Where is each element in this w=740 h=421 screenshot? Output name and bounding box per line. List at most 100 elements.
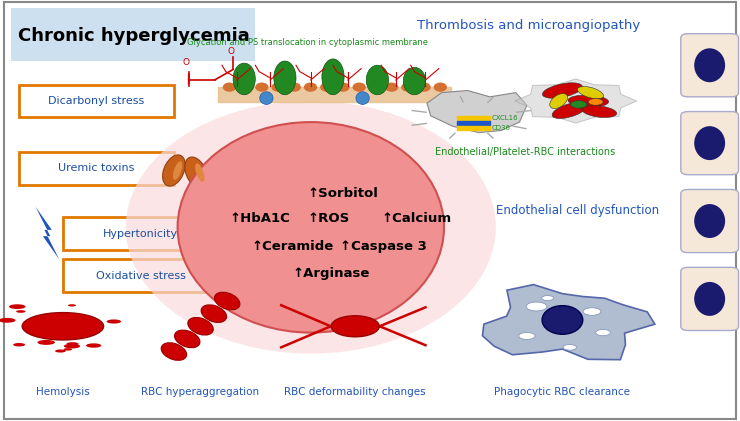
Ellipse shape <box>68 304 76 306</box>
Ellipse shape <box>178 122 444 333</box>
Ellipse shape <box>0 318 16 323</box>
Text: RBC hyperaggregation: RBC hyperaggregation <box>141 386 259 397</box>
Text: RBC deformability changes: RBC deformability changes <box>284 386 426 397</box>
Text: Dicarbonyl stress: Dicarbonyl stress <box>48 96 144 106</box>
Ellipse shape <box>13 343 25 346</box>
Text: O: O <box>227 47 234 56</box>
Ellipse shape <box>185 157 207 188</box>
FancyBboxPatch shape <box>63 259 218 292</box>
Text: Uremic toxins: Uremic toxins <box>58 163 135 173</box>
Ellipse shape <box>571 101 587 108</box>
FancyBboxPatch shape <box>681 267 739 330</box>
Ellipse shape <box>550 93 568 109</box>
Ellipse shape <box>694 126 725 160</box>
Ellipse shape <box>694 48 725 82</box>
Ellipse shape <box>542 306 583 334</box>
Ellipse shape <box>434 83 447 92</box>
FancyBboxPatch shape <box>11 8 255 61</box>
Ellipse shape <box>9 304 26 309</box>
Text: CXCL16: CXCL16 <box>492 115 519 121</box>
Ellipse shape <box>332 316 380 337</box>
Ellipse shape <box>272 83 285 92</box>
Ellipse shape <box>526 302 547 311</box>
Ellipse shape <box>583 308 601 315</box>
Ellipse shape <box>694 282 725 316</box>
Ellipse shape <box>173 161 182 180</box>
Ellipse shape <box>519 333 535 339</box>
Polygon shape <box>515 79 636 123</box>
Ellipse shape <box>64 348 72 351</box>
Text: Phagocytic RBC clearance: Phagocytic RBC clearance <box>494 386 630 397</box>
Ellipse shape <box>542 296 554 301</box>
FancyBboxPatch shape <box>4 2 736 419</box>
Ellipse shape <box>417 83 431 92</box>
Ellipse shape <box>366 65 389 95</box>
Ellipse shape <box>22 312 104 340</box>
Ellipse shape <box>401 83 414 92</box>
Text: Hemolysis: Hemolysis <box>36 386 90 397</box>
Ellipse shape <box>694 204 725 238</box>
FancyBboxPatch shape <box>681 34 739 97</box>
Ellipse shape <box>552 102 588 119</box>
Ellipse shape <box>274 61 296 95</box>
Ellipse shape <box>175 330 200 348</box>
Ellipse shape <box>126 101 496 354</box>
Polygon shape <box>482 285 655 360</box>
FancyBboxPatch shape <box>681 189 739 253</box>
Ellipse shape <box>64 344 80 349</box>
Ellipse shape <box>582 106 616 117</box>
Ellipse shape <box>356 92 369 104</box>
Ellipse shape <box>161 343 186 360</box>
Ellipse shape <box>260 92 273 104</box>
Ellipse shape <box>38 340 55 345</box>
Ellipse shape <box>336 83 349 92</box>
Ellipse shape <box>195 163 204 182</box>
Polygon shape <box>427 91 527 133</box>
Ellipse shape <box>233 63 255 95</box>
Text: ↑Ceramide: ↑Ceramide <box>252 240 334 253</box>
Ellipse shape <box>288 83 301 92</box>
Ellipse shape <box>304 83 317 92</box>
Text: O: O <box>183 59 189 67</box>
Text: ↑Sorbitol: ↑Sorbitol <box>307 187 378 200</box>
Ellipse shape <box>16 310 25 313</box>
Text: ↑Caspase 3: ↑Caspase 3 <box>340 240 427 253</box>
Ellipse shape <box>596 329 610 336</box>
Text: ↑HbA1C: ↑HbA1C <box>229 213 290 225</box>
Ellipse shape <box>369 83 382 92</box>
Ellipse shape <box>239 83 252 92</box>
Ellipse shape <box>577 86 604 99</box>
Ellipse shape <box>322 59 344 95</box>
Ellipse shape <box>215 292 240 310</box>
Ellipse shape <box>320 83 334 92</box>
Ellipse shape <box>542 83 582 98</box>
Ellipse shape <box>403 67 425 95</box>
Text: Endothelial cell dysfunction: Endothelial cell dysfunction <box>496 204 659 217</box>
Text: CH₃: CH₃ <box>235 68 249 77</box>
Ellipse shape <box>55 349 66 352</box>
Ellipse shape <box>188 317 213 335</box>
FancyBboxPatch shape <box>681 112 739 175</box>
Text: Thrombosis and microangiopathy: Thrombosis and microangiopathy <box>417 19 641 32</box>
Ellipse shape <box>385 83 398 92</box>
Ellipse shape <box>568 95 608 107</box>
FancyBboxPatch shape <box>18 152 174 185</box>
Polygon shape <box>36 207 59 259</box>
Ellipse shape <box>67 342 78 346</box>
Ellipse shape <box>563 344 576 350</box>
Ellipse shape <box>201 305 226 322</box>
Ellipse shape <box>255 83 269 92</box>
Ellipse shape <box>588 99 603 105</box>
FancyBboxPatch shape <box>18 85 174 117</box>
Ellipse shape <box>352 83 366 92</box>
FancyBboxPatch shape <box>63 217 218 250</box>
Text: ↑Calcium: ↑Calcium <box>381 213 451 225</box>
Ellipse shape <box>223 83 236 92</box>
Text: Chronic hyperglycemia: Chronic hyperglycemia <box>18 27 250 45</box>
Ellipse shape <box>86 344 101 348</box>
Text: Hypertonicity: Hypertonicity <box>103 229 178 239</box>
Ellipse shape <box>163 155 185 186</box>
Text: ↑ROS: ↑ROS <box>307 213 349 225</box>
Ellipse shape <box>107 320 121 324</box>
Text: Endothelial/Platelet-RBC interactions: Endothelial/Platelet-RBC interactions <box>435 147 616 157</box>
